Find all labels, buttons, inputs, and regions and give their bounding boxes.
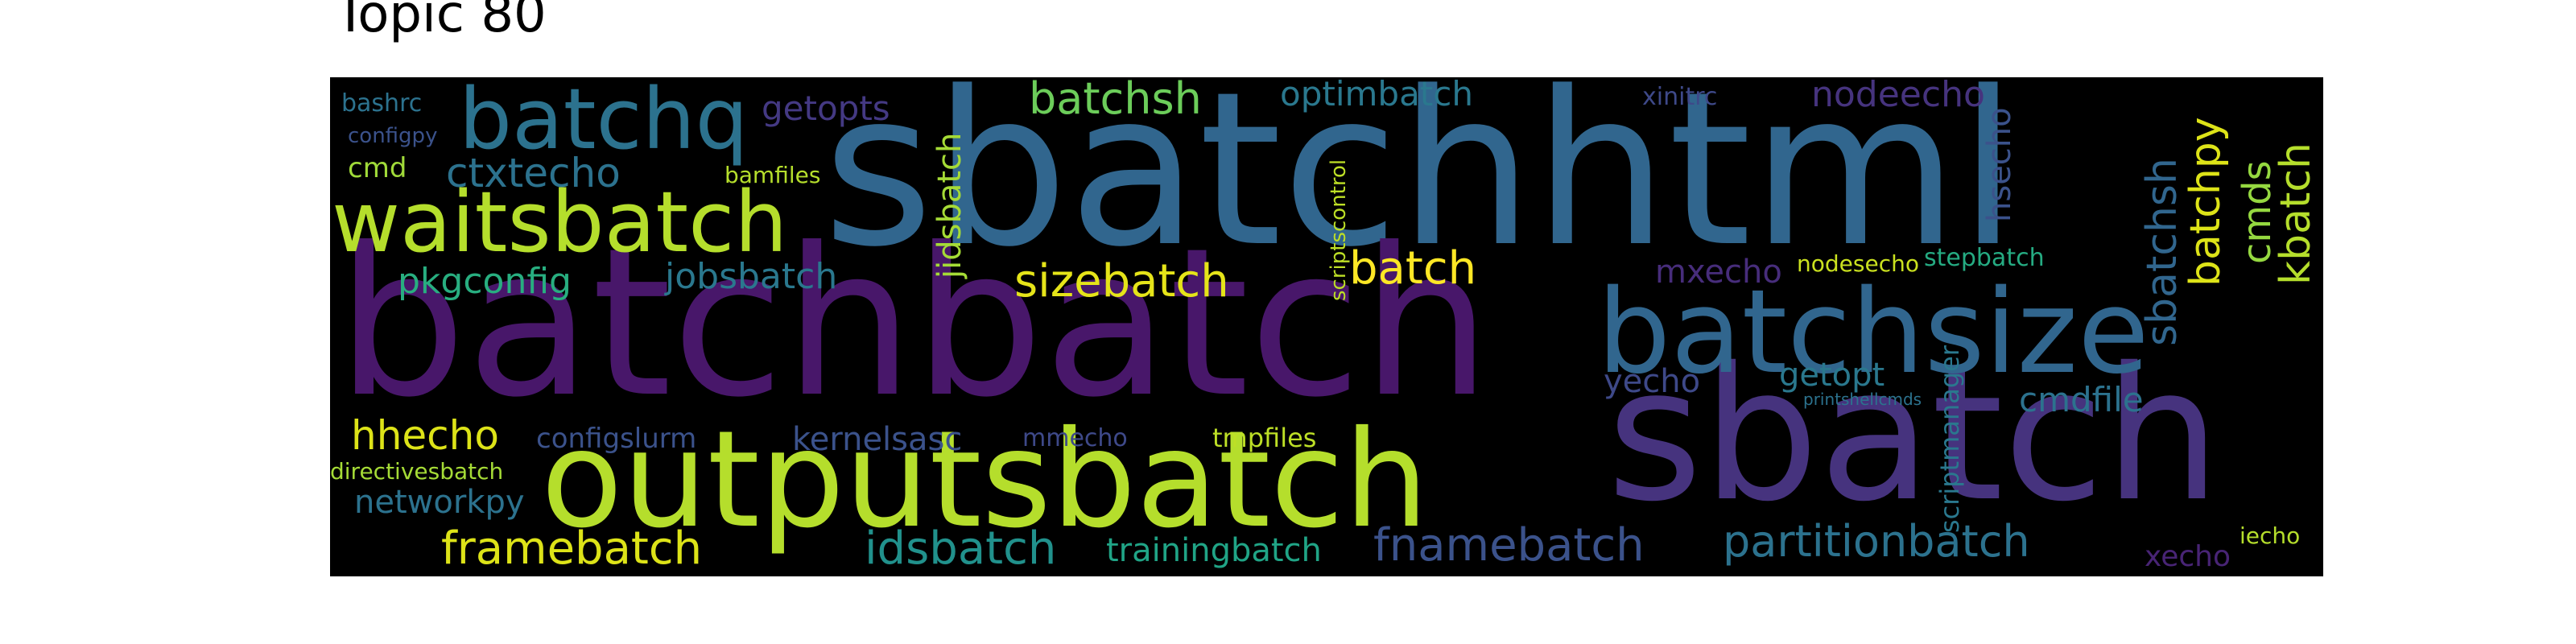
word-iecho: iecho	[2240, 522, 2301, 549]
word-sizebatch: sizebatch	[1014, 255, 1229, 308]
word-configpy: configpy	[348, 124, 438, 148]
word-directivesbatch: directivesbatch	[330, 458, 504, 485]
word-sbatchsh: sbatchsh	[2138, 158, 2186, 346]
word-bashrc: bashrc	[341, 89, 423, 118]
word-optimbatch: optimbatch	[1280, 77, 1473, 114]
word-pkgconfig: pkgconfig	[398, 261, 572, 302]
word-fnamebatch: fnamebatch	[1373, 519, 1645, 572]
word-sbatchhtml: sbatchhtml	[823, 77, 2018, 294]
word-hsecho: hsecho	[1981, 107, 2018, 222]
word-tmpfiles: tmpfiles	[1212, 423, 1317, 453]
word-mxecho: mxecho	[1655, 254, 1782, 291]
word-ctxtecho: ctxtecho	[446, 150, 621, 196]
word-bamfiles: bamfiles	[724, 162, 821, 188]
word-cloud: sbatchhtml batchbatch sbatch outputsbatc…	[330, 77, 2323, 576]
word-cmdfile: cmdfile	[2019, 380, 2144, 419]
word-jidsbatch: jidsbatch	[931, 132, 968, 279]
word-batchbatch: batchbatch	[336, 204, 1492, 442]
word-waitsbatch: waitsbatch	[332, 173, 788, 271]
word-networkpy: networkpy	[354, 484, 525, 521]
word-mmecho: mmecho	[1022, 424, 1128, 452]
word-hhecho: hhecho	[351, 412, 499, 459]
word-batchq: batchq	[459, 77, 749, 168]
word-cmd: cmd	[348, 152, 407, 184]
word-trainingbatch: trainingbatch	[1106, 532, 1322, 569]
word-idsbatch: idsbatch	[865, 522, 1057, 575]
word-configslurm: configslurm	[536, 423, 697, 455]
word-xecho: xecho	[2145, 540, 2231, 573]
word-nodesecho: nodesecho	[1797, 250, 1919, 277]
word-printshellcmds: printshellcmds	[1803, 390, 1922, 409]
word-batchsize: batchsize	[1597, 264, 2149, 399]
word-framebatch: framebatch	[441, 522, 703, 575]
word-getopts: getopts	[762, 89, 890, 128]
word-yecho: yecho	[1604, 363, 1701, 400]
word-getopt: getopt	[1779, 357, 1885, 394]
word-cmds: cmds	[2235, 160, 2280, 264]
word-batchsh: batchsh	[1029, 77, 1202, 124]
word-sbatch: sbatch	[1607, 328, 2221, 542]
word-batch: batch	[1349, 242, 1477, 295]
word-stepbatch: stepbatch	[1924, 244, 2045, 272]
word-kbatch: kbatch	[2272, 142, 2320, 285]
word-scriptscontrol: scriptscontrol	[1327, 159, 1351, 301]
figure-title: Topic 80	[335, 0, 547, 44]
word-nodeecho: nodeecho	[1811, 77, 1985, 115]
word-kernelsasc: kernelsasc	[792, 421, 963, 458]
word-outputsbatch: outputsbatch	[541, 402, 1429, 558]
word-xinitrc: xinitrc	[1642, 83, 1718, 111]
word-partitionbatch: partitionbatch	[1723, 516, 2030, 567]
word-batchpy: batchpy	[2182, 117, 2230, 287]
word-jobsbatch: jobsbatch	[665, 256, 838, 297]
word-scriptmanager: scriptmanager	[1934, 345, 1965, 533]
